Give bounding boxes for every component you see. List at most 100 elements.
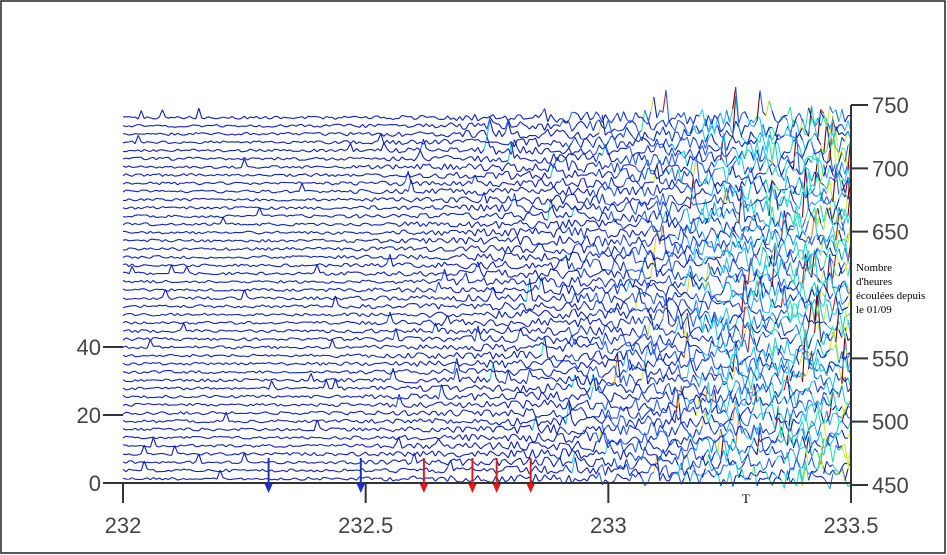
trace-segment — [826, 415, 831, 422]
trace-segment — [507, 462, 512, 466]
trace-segment — [647, 408, 652, 413]
trace-segment — [128, 453, 133, 456]
trace-segment — [701, 407, 706, 414]
trace-segment — [338, 427, 342, 430]
trace-segment — [195, 396, 199, 398]
trace-segment — [559, 426, 564, 429]
trace-segment — [801, 436, 807, 448]
trace-segment — [204, 468, 209, 472]
trace-segment — [771, 471, 776, 476]
trace-segment — [380, 445, 385, 449]
trace-segment — [244, 444, 248, 447]
trace-segment — [547, 420, 552, 426]
trace-segment — [525, 457, 530, 463]
trace-segment — [665, 479, 670, 482]
trace-segment — [486, 468, 491, 472]
trace-segment — [778, 455, 782, 457]
trace-segment — [662, 428, 667, 436]
trace-segment — [170, 445, 176, 456]
trace-segment — [377, 427, 382, 432]
trace-segment — [344, 413, 348, 416]
trace-segment — [213, 461, 218, 464]
trace-segment — [692, 464, 697, 476]
trace-segment — [583, 417, 588, 421]
trace-segment — [626, 443, 631, 449]
trace-segment — [641, 402, 646, 407]
trace-segment — [692, 447, 697, 460]
trace-segment — [535, 403, 539, 408]
trace-segment — [401, 419, 406, 424]
trace-segment — [610, 447, 615, 454]
trace-segment — [332, 435, 336, 439]
trace-segment — [395, 418, 400, 421]
trace-segment — [477, 410, 482, 417]
trace-segment — [717, 435, 722, 441]
trace-segment — [523, 462, 527, 466]
trace-segment — [434, 450, 439, 457]
trace-segment — [204, 386, 208, 389]
trace-segment — [407, 314, 412, 317]
trace-segment — [698, 455, 703, 468]
trace-segment — [632, 422, 637, 429]
trace-segment — [465, 434, 470, 442]
trace-segment — [326, 477, 330, 480]
trace-segment — [316, 410, 321, 413]
trace-segment — [541, 438, 545, 442]
trace-segment — [222, 403, 227, 406]
trace-segment — [832, 469, 837, 475]
trace-segment — [598, 457, 603, 461]
trace-segment — [229, 420, 233, 423]
trace-segment — [480, 425, 485, 431]
trace-segment — [201, 452, 206, 456]
trace-segment — [795, 412, 800, 419]
trace-segment — [171, 469, 175, 472]
trace-segment — [692, 460, 697, 467]
trace-segment — [656, 411, 661, 417]
trace-segment — [647, 461, 652, 466]
trace-segment — [744, 433, 749, 439]
trace-segment — [326, 452, 330, 454]
trace-segment — [371, 427, 375, 430]
trace-segment — [522, 408, 527, 417]
trace-segment — [726, 421, 731, 432]
trace-segment — [280, 403, 285, 407]
trace-segment — [765, 436, 770, 439]
trace-segment — [456, 421, 460, 424]
trace-segment — [459, 434, 464, 440]
trace-segment — [356, 469, 360, 472]
trace-segment — [277, 435, 282, 440]
trace-segment — [622, 416, 628, 427]
trace-segment — [262, 421, 266, 424]
trace-segment — [247, 460, 251, 463]
trace-segment — [374, 443, 379, 446]
trace-segment — [471, 403, 476, 406]
trace-segment — [650, 407, 655, 412]
trace-segment — [568, 399, 573, 410]
trace-segment — [447, 362, 451, 365]
trace-segment — [334, 419, 339, 423]
trace-segment — [571, 406, 576, 411]
trace-segment — [595, 426, 600, 432]
trace-segment — [162, 403, 166, 406]
trace-segment — [619, 425, 625, 435]
trace-segment — [207, 421, 212, 424]
trace-segment — [511, 390, 515, 392]
trace-segment — [150, 314, 154, 317]
trace-segment — [771, 478, 776, 486]
trace-segment — [131, 370, 136, 373]
trace-segment — [528, 449, 534, 458]
trace-segment — [598, 451, 603, 455]
trace-segment — [156, 322, 160, 324]
trace-segment — [174, 428, 178, 431]
trace-segment — [535, 465, 540, 471]
trace-segment — [732, 445, 737, 452]
trace-segment — [143, 411, 148, 415]
trace-segment — [311, 429, 315, 432]
trace-segment — [392, 429, 397, 433]
trace-segment — [714, 470, 718, 478]
trace-segment — [504, 454, 509, 459]
trace-segment — [368, 413, 372, 415]
trace-segment — [474, 462, 479, 467]
trace-segment — [774, 439, 779, 444]
trace-segment — [453, 413, 457, 417]
